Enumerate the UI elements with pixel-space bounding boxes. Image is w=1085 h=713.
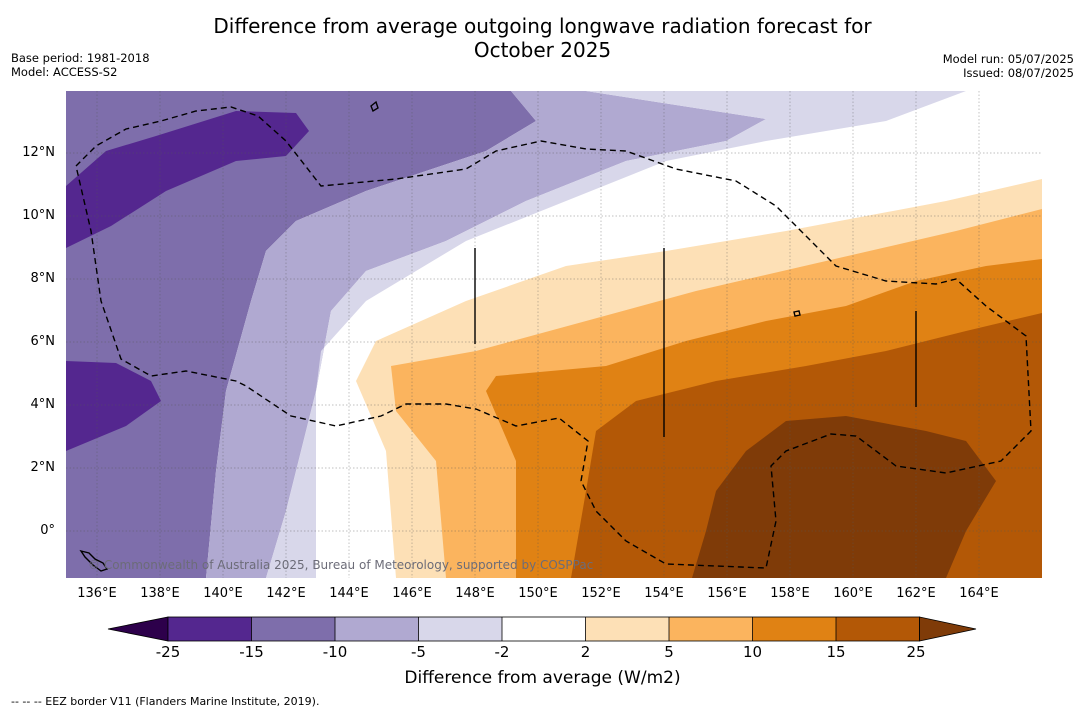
y-tick-label: 2°N xyxy=(30,460,56,475)
x-tick-label: 158°E xyxy=(770,586,810,601)
colorbar-swatch xyxy=(669,617,753,641)
title-line-1: Difference from average outgoing longwav… xyxy=(213,14,872,38)
x-tick-label: 160°E xyxy=(833,586,873,601)
eez-footnote: -- -- -- EEZ border V11 (Flanders Marine… xyxy=(11,695,320,708)
x-tick-label: 164°E xyxy=(959,586,999,601)
colorbar-label: 2 xyxy=(580,643,591,661)
x-tick-label: 146°E xyxy=(392,586,432,601)
colorbar-swatch xyxy=(335,617,419,641)
colorbar-label: -5 xyxy=(411,643,426,661)
run-info: Model run: 05/07/2025 Issued: 08/07/2025 xyxy=(943,52,1074,80)
x-tick-label: 142°E xyxy=(266,586,306,601)
colorbar-label: 5 xyxy=(664,643,674,661)
colorbar-label: -10 xyxy=(322,643,348,661)
band-gt-25 xyxy=(692,416,996,578)
model-info: Base period: 1981-2018 Model: ACCESS-S2 xyxy=(11,51,150,79)
model-run-text: Model run: 05/07/2025 xyxy=(942,52,1074,66)
band-lt-minus15 xyxy=(66,111,309,248)
colorbar-label: 25 xyxy=(906,643,926,661)
x-tick-label: 136°E xyxy=(77,586,117,601)
colorbar-swatch xyxy=(836,617,920,641)
x-tick-label: 162°E xyxy=(896,586,936,601)
colorbar-dividers xyxy=(167,616,920,642)
base-period-text: Base period: 1981-2018 xyxy=(11,51,150,65)
colorbar xyxy=(107,616,977,642)
x-tick-label: 148°E xyxy=(455,586,495,601)
colorbar-label: 15 xyxy=(826,643,846,661)
colorbar-extend-high xyxy=(919,616,977,642)
colorbar-swatch xyxy=(585,617,669,641)
x-tick-label: 156°E xyxy=(707,586,747,601)
colorbar-swatch xyxy=(168,617,252,641)
y-tick-label: 4°N xyxy=(30,397,56,412)
x-tick-label: 138°E xyxy=(140,586,180,601)
colorbar-swatch xyxy=(251,617,335,641)
island-outlines xyxy=(79,100,917,572)
model-name-text: Model: ACCESS-S2 xyxy=(11,65,118,79)
x-tick-label: 140°E xyxy=(203,586,243,601)
colorbar-swatch xyxy=(418,617,502,641)
band-minus10-to-minus5 xyxy=(206,91,766,578)
y-tick-label: 6°N xyxy=(30,334,56,349)
copyright-watermark: © Commonwealth of Australia 2025, Bureau… xyxy=(88,558,594,572)
y-tick-label: 10°N xyxy=(22,208,55,223)
x-tick-label: 154°E xyxy=(644,586,684,601)
issued-text: Issued: 08/07/2025 xyxy=(963,66,1074,80)
title-line-2: October 2025 xyxy=(473,38,612,62)
olr-anomaly-map xyxy=(66,91,1042,578)
y-tick-label: 8°N xyxy=(30,271,56,286)
colorbar-label: -15 xyxy=(239,643,264,661)
colorbar-swatch xyxy=(752,617,836,641)
band-lt-minus10 xyxy=(66,91,536,578)
eez-border-line xyxy=(75,106,1032,569)
y-tick-label: 0° xyxy=(40,523,55,538)
map-title: Difference from average outgoing longwav… xyxy=(0,14,1085,62)
colorbar-extend-low xyxy=(107,616,169,642)
colorbar-label: 10 xyxy=(742,643,763,661)
x-tick-label: 144°E xyxy=(329,586,369,601)
x-tick-label: 150°E xyxy=(518,586,558,601)
colorbar-title: Difference from average (W/m2) xyxy=(404,668,681,688)
band-lt-minus15-south xyxy=(66,361,161,451)
colorbar-label: -2 xyxy=(494,643,510,661)
colorbar-swatch xyxy=(502,617,586,641)
colorbar-label: -25 xyxy=(155,643,181,661)
graticule xyxy=(66,91,1042,578)
x-tick-label: 152°E xyxy=(581,586,621,601)
y-tick-label: 12°N xyxy=(22,145,55,160)
